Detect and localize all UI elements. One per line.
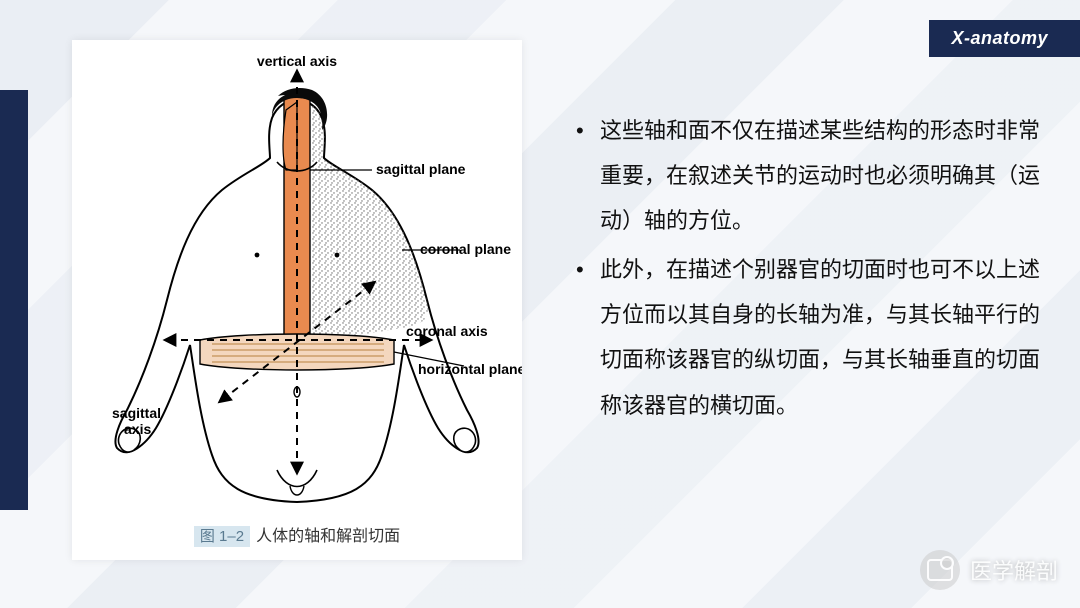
anatomy-diagram-svg: vertical axis sagittal plane coronal pla…: [72, 40, 522, 530]
label-vertical-axis: vertical axis: [257, 53, 337, 69]
wechat-icon: [920, 550, 960, 590]
label-sagittal-plane: sagittal plane: [376, 161, 466, 177]
left-accent-stripe: [0, 90, 28, 510]
figure-caption-text: 人体的轴和解剖切面: [256, 528, 400, 545]
bullet-item: 此外，在描述个别器官的切面时也可不以上述方位而以其自身的长轴为准，与其长轴平行的…: [570, 247, 1040, 427]
label-coronal-plane: coronal plane: [420, 241, 511, 257]
bullet-text-block: 这些轴和面不仅在描述某些结构的形态时非常重要，在叙述关节的运动时也必须明确其（运…: [570, 108, 1040, 432]
bullet-item: 这些轴和面不仅在描述某些结构的形态时非常重要，在叙述关节的运动时也必须明确其（运…: [570, 108, 1040, 243]
label-coronal-axis: coronal axis: [406, 323, 488, 339]
watermark: 医学解剖: [920, 550, 1058, 590]
figure-caption-tag: 图 1–2: [194, 526, 250, 547]
label-horizontal-plane: horizontal plane: [418, 361, 522, 377]
anatomy-figure: vertical axis sagittal plane coronal pla…: [72, 40, 522, 560]
brand-badge: X-anatomy: [929, 20, 1080, 57]
watermark-text: 医学解剖: [970, 554, 1058, 586]
figure-caption: 图 1–2 人体的轴和解剖切面: [72, 522, 522, 546]
